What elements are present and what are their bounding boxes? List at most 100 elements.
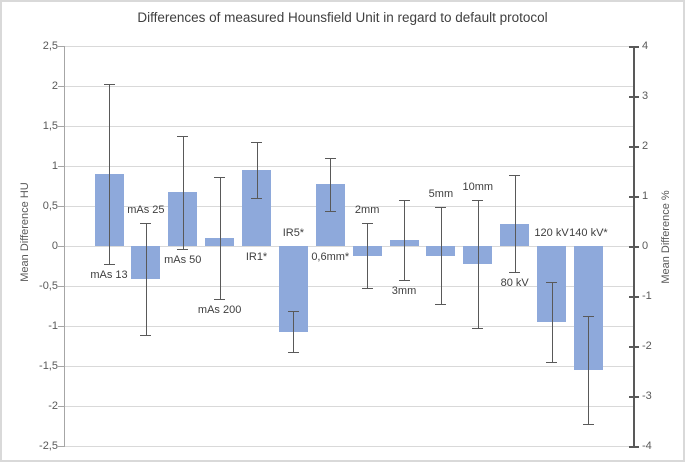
error-bar [367,222,369,289]
right-axis-tick [629,46,639,48]
left-tick-label: 1,5 [42,120,58,132]
right-tick-label: -3 [642,390,652,402]
error-bar-cap-top [398,200,410,202]
error-bar-cap-bottom [103,264,115,266]
error-bar-cap-top [177,135,189,137]
error-bar-cap-top [582,315,594,317]
error-bar-cap-top [287,310,299,312]
error-bar-cap-top [214,177,226,179]
error-bar-cap-top [509,174,521,176]
error-bar-cap-bottom [140,334,152,336]
left-tick-label: 0 [51,240,58,252]
left-axis-tick [58,446,64,447]
error-bar-cap-bottom [509,272,521,274]
gridline [64,166,634,167]
left-tick-label: 2 [51,80,58,92]
gridline [64,126,634,127]
category-label: mAs 13 [90,269,128,282]
error-bar [145,222,147,335]
error-bar-cap-bottom [472,327,484,329]
error-bar [256,142,258,198]
left-axis-tick [58,86,64,87]
right-tick-label: 4 [642,40,649,52]
error-bar [109,83,110,265]
error-bar [440,206,442,305]
right-axis-tick [629,196,639,198]
right-tick-label: -2 [642,340,652,352]
error-bar-cap-top [140,222,152,224]
error-bar-cap-bottom [435,304,447,306]
error-bar-cap-top [361,222,373,224]
right-tick-label: 2 [642,140,649,152]
right-tick-label: 3 [642,90,649,102]
right-tick-label: 1 [642,190,649,202]
error-bar [293,310,295,353]
left-axis-line [64,46,65,447]
left-axis-tick [58,206,64,207]
left-axis-tick [58,126,64,127]
category-label: 0,6mm* [311,251,350,263]
right-axis-tick [629,346,639,348]
error-bar-cap-top [251,142,263,143]
error-bar [477,199,479,328]
gridline [64,86,634,87]
category-label: 10mm [462,180,494,193]
plot-area: mAs 13 mAs 25 mAs 50 mAs 200 IR1* IR5* 0,6mm* 2… [58,46,639,448]
error-bar [330,158,332,211]
error-bar-cap-top [546,282,558,283]
chart-title: Differences of measured Hounsfield Unit … [137,10,548,25]
category-label: mAs 50 [164,254,202,267]
error-bar [551,282,553,362]
gridline [64,446,634,447]
right-axis-tick [629,396,639,398]
error-bar-cap-bottom [361,288,373,290]
error-bar-cap-bottom [324,210,336,212]
category-label: IR1* [245,251,268,263]
category-label: mAs 25 [127,203,165,216]
left-axis-tick [58,406,64,407]
right-tick-label: -4 [642,440,652,452]
left-tick-label: -1 [48,320,58,332]
category-label: mAs 200 [197,303,242,316]
category-label: 140 kV* [569,227,608,239]
gridline [64,206,634,207]
gridline [64,366,634,367]
left-axis-tick [58,286,64,287]
category-label: IR5* [282,227,305,239]
error-bar-cap-bottom [398,280,410,282]
right-axis-title: Mean Difference % [660,190,672,284]
gridline [64,246,634,247]
left-tick-label: -2,5 [39,440,58,452]
left-tick-label: -0,5 [39,280,58,292]
error-bar-cap-bottom [582,424,594,426]
left-tick-label: 1 [51,160,58,172]
category-label: 5mm [428,187,454,200]
gridline [64,46,634,47]
left-tick-label: -2 [48,400,58,412]
right-axis-tick [629,146,639,148]
error-bar-cap-top [435,206,447,208]
left-axis-tick [58,246,64,247]
category-label: 3mm [391,285,417,298]
left-axis-tick [58,326,64,327]
left-tick-label: -1,5 [39,360,58,372]
right-axis-tick [629,296,639,298]
error-bar-cap-bottom [214,298,226,300]
error-bar [514,174,516,273]
right-axis-tick [629,96,639,98]
right-axis-tick [629,446,639,448]
left-tick-label: 2,5 [42,40,58,52]
error-bar-cap-top [324,158,336,159]
error-bar [404,200,406,281]
category-label: 120 kV [534,227,569,239]
left-tick-label: 0,5 [42,200,58,212]
left-axis-title: Mean Difference HU [19,182,31,282]
error-bar-cap-bottom [251,198,263,199]
category-label: 80 kV [500,277,529,290]
error-bar [182,135,184,250]
error-bar-cap-top [472,199,484,201]
error-bar [588,315,590,425]
category-label: 2mm [354,203,380,216]
right-tick-label: -1 [642,290,652,302]
gridline [64,286,634,287]
